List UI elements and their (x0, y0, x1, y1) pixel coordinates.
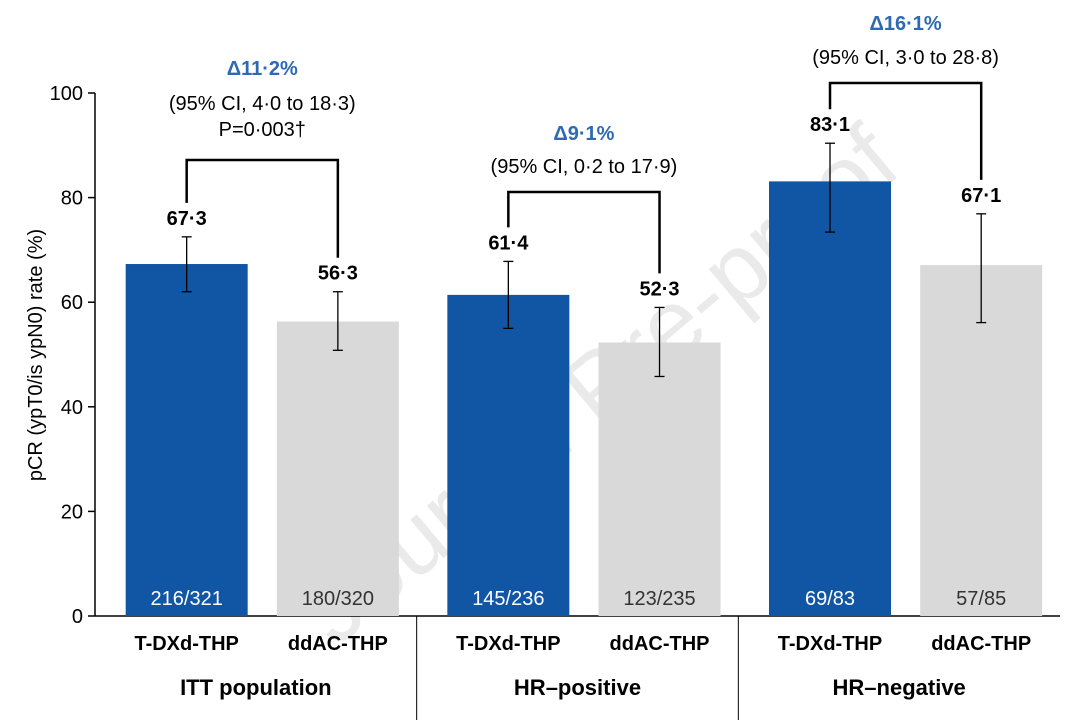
bar (125, 264, 248, 616)
bar-value-label: 83·1 (810, 114, 850, 136)
group-label: HR–positive (514, 675, 641, 700)
bar (276, 321, 399, 616)
y-tick-label: 100 (50, 83, 83, 105)
chart-marks: 67·3 216/321 T-DXd-THP 56·3 180/320 ddAC-THP I… (125, 13, 1043, 700)
bar-n-label: 145/236 (472, 588, 544, 610)
bar-n-label: 180/320 (302, 588, 374, 610)
comparison-bracket (507, 190, 661, 274)
bar (598, 342, 721, 616)
y-tick-label: 20 (61, 501, 83, 523)
y-axis-label: pCR (ypT0/is ypN0) rate (%) (25, 229, 47, 481)
y-tick-label: 40 (61, 397, 83, 419)
bar-value-label: 67·3 (167, 208, 207, 230)
x-category-label: ddAC-THP (931, 633, 1031, 655)
comparison-bracket (828, 81, 983, 180)
bar (447, 294, 570, 616)
delta-label: Δ9·1% (553, 123, 614, 145)
x-category-label: ddAC-THP (288, 633, 388, 655)
comparison-bracket (185, 158, 340, 258)
x-category-label: ddAC-THP (610, 633, 710, 655)
chart-axes: 0 20 40 60 80 100 (50, 83, 1060, 720)
bar-value-label: 56·3 (318, 263, 358, 285)
x-category-label: T-DXd-THP (134, 633, 238, 655)
group-label: ITT population (180, 675, 332, 700)
y-tick-label: 80 (61, 188, 83, 210)
delta-label: Δ16·1% (870, 13, 942, 35)
bar (920, 265, 1043, 616)
group-label: HR–negative (833, 675, 966, 700)
ci-annotation: P=0·003† (219, 119, 306, 141)
bar-value-label: 52·3 (640, 278, 680, 300)
ci-annotation: (95% CI, 0·2 to 17·9) (491, 156, 678, 178)
x-category-label: T-DXd-THP (778, 633, 882, 655)
y-tick-label: 60 (61, 292, 83, 314)
bar-n-label: 57/85 (956, 588, 1006, 610)
ci-annotation: (95% CI, 3·0 to 28·8) (812, 47, 999, 69)
delta-label: Δ11·2% (227, 58, 298, 80)
ci-annotation: (95% CI, 4·0 to 18·3) (169, 93, 356, 115)
bar-value-label: 67·1 (961, 185, 1001, 207)
bar-n-label: 216/321 (151, 588, 223, 610)
bar-n-label: 123/235 (623, 588, 695, 610)
bar (769, 181, 892, 616)
bar-n-label: 69/83 (805, 588, 855, 610)
x-category-label: T-DXd-THP (456, 633, 560, 655)
bar-value-label: 61·4 (488, 232, 529, 254)
y-tick-label: 0 (72, 606, 83, 628)
